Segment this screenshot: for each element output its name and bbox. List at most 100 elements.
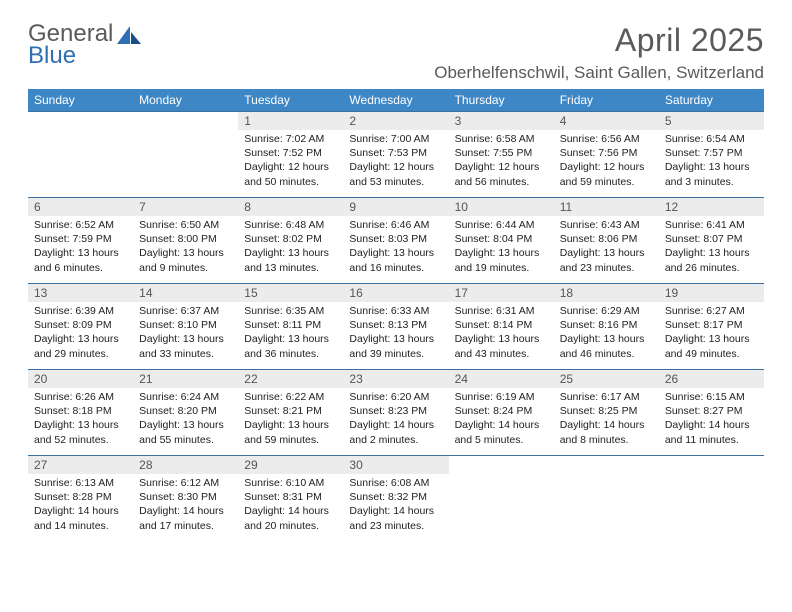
logo: General Blue	[28, 22, 143, 68]
calendar-cell: 17Sunrise: 6:31 AMSunset: 8:14 PMDayligh…	[449, 284, 554, 370]
day-details: Sunrise: 6:29 AMSunset: 8:16 PMDaylight:…	[554, 302, 659, 365]
day-details: Sunrise: 7:02 AMSunset: 7:52 PMDaylight:…	[238, 130, 343, 193]
sunrise-text: Sunrise: 6:43 AM	[560, 218, 653, 232]
sunset-text: Sunset: 8:31 PM	[244, 490, 337, 504]
calendar-cell: 25Sunrise: 6:17 AMSunset: 8:25 PMDayligh…	[554, 370, 659, 456]
daylight-text: Daylight: 13 hours and 9 minutes.	[139, 246, 232, 274]
sunrise-text: Sunrise: 6:08 AM	[349, 476, 442, 490]
sunset-text: Sunset: 8:02 PM	[244, 232, 337, 246]
daylight-text: Daylight: 13 hours and 26 minutes.	[665, 246, 758, 274]
logo-text-block: General Blue	[28, 22, 113, 68]
day-number: 16	[343, 284, 448, 302]
calendar-cell	[449, 456, 554, 542]
logo-word-blue: Blue	[28, 44, 113, 68]
calendar-cell: 6Sunrise: 6:52 AMSunset: 7:59 PMDaylight…	[28, 198, 133, 284]
title-block: April 2025 Oberhelfenschwil, Saint Galle…	[434, 22, 764, 83]
calendar-cell: 28Sunrise: 6:12 AMSunset: 8:30 PMDayligh…	[133, 456, 238, 542]
calendar-cell: 23Sunrise: 6:20 AMSunset: 8:23 PMDayligh…	[343, 370, 448, 456]
sunrise-text: Sunrise: 6:33 AM	[349, 304, 442, 318]
page-container: General Blue April 2025 Oberhelfenschwil…	[0, 0, 792, 552]
calendar-row: 1Sunrise: 7:02 AMSunset: 7:52 PMDaylight…	[28, 112, 764, 198]
sunrise-text: Sunrise: 6:29 AM	[560, 304, 653, 318]
day-details: Sunrise: 6:37 AMSunset: 8:10 PMDaylight:…	[133, 302, 238, 365]
day-number: 20	[28, 370, 133, 388]
day-details: Sunrise: 6:15 AMSunset: 8:27 PMDaylight:…	[659, 388, 764, 451]
sunrise-text: Sunrise: 6:37 AM	[139, 304, 232, 318]
sunrise-text: Sunrise: 6:24 AM	[139, 390, 232, 404]
day-number: 30	[343, 456, 448, 474]
day-details: Sunrise: 6:33 AMSunset: 8:13 PMDaylight:…	[343, 302, 448, 365]
sunset-text: Sunset: 8:07 PM	[665, 232, 758, 246]
sunset-text: Sunset: 8:13 PM	[349, 318, 442, 332]
calendar-cell: 5Sunrise: 6:54 AMSunset: 7:57 PMDaylight…	[659, 112, 764, 198]
daylight-text: Daylight: 14 hours and 5 minutes.	[455, 418, 548, 446]
daylight-text: Daylight: 14 hours and 17 minutes.	[139, 504, 232, 532]
day-details: Sunrise: 6:10 AMSunset: 8:31 PMDaylight:…	[238, 474, 343, 537]
calendar-cell: 15Sunrise: 6:35 AMSunset: 8:11 PMDayligh…	[238, 284, 343, 370]
sunset-text: Sunset: 8:18 PM	[34, 404, 127, 418]
month-title: April 2025	[434, 22, 764, 59]
day-number: 11	[554, 198, 659, 216]
sail-icon	[117, 26, 143, 46]
sunrise-text: Sunrise: 6:41 AM	[665, 218, 758, 232]
day-details: Sunrise: 6:43 AMSunset: 8:06 PMDaylight:…	[554, 216, 659, 279]
day-number: 2	[343, 112, 448, 130]
sunset-text: Sunset: 8:24 PM	[455, 404, 548, 418]
sunrise-text: Sunrise: 6:48 AM	[244, 218, 337, 232]
daylight-text: Daylight: 13 hours and 59 minutes.	[244, 418, 337, 446]
sunrise-text: Sunrise: 6:10 AM	[244, 476, 337, 490]
sunset-text: Sunset: 8:23 PM	[349, 404, 442, 418]
day-header: Thursday	[449, 89, 554, 112]
day-number: 27	[28, 456, 133, 474]
location-text: Oberhelfenschwil, Saint Gallen, Switzerl…	[434, 63, 764, 83]
sunset-text: Sunset: 7:55 PM	[455, 146, 548, 160]
day-details: Sunrise: 7:00 AMSunset: 7:53 PMDaylight:…	[343, 130, 448, 193]
day-details: Sunrise: 6:39 AMSunset: 8:09 PMDaylight:…	[28, 302, 133, 365]
calendar-cell: 30Sunrise: 6:08 AMSunset: 8:32 PMDayligh…	[343, 456, 448, 542]
day-number: 7	[133, 198, 238, 216]
day-number: 6	[28, 198, 133, 216]
sunrise-text: Sunrise: 6:22 AM	[244, 390, 337, 404]
calendar-cell: 13Sunrise: 6:39 AMSunset: 8:09 PMDayligh…	[28, 284, 133, 370]
calendar-cell: 24Sunrise: 6:19 AMSunset: 8:24 PMDayligh…	[449, 370, 554, 456]
daylight-text: Daylight: 13 hours and 46 minutes.	[560, 332, 653, 360]
daylight-text: Daylight: 14 hours and 8 minutes.	[560, 418, 653, 446]
day-details: Sunrise: 6:08 AMSunset: 8:32 PMDaylight:…	[343, 474, 448, 537]
calendar-cell: 7Sunrise: 6:50 AMSunset: 8:00 PMDaylight…	[133, 198, 238, 284]
day-number: 25	[554, 370, 659, 388]
day-details: Sunrise: 6:41 AMSunset: 8:07 PMDaylight:…	[659, 216, 764, 279]
calendar-cell: 18Sunrise: 6:29 AMSunset: 8:16 PMDayligh…	[554, 284, 659, 370]
sunset-text: Sunset: 8:21 PM	[244, 404, 337, 418]
daylight-text: Daylight: 13 hours and 16 minutes.	[349, 246, 442, 274]
day-number: 18	[554, 284, 659, 302]
daylight-text: Daylight: 14 hours and 20 minutes.	[244, 504, 337, 532]
daylight-text: Daylight: 12 hours and 53 minutes.	[349, 160, 442, 188]
day-header: Monday	[133, 89, 238, 112]
sunset-text: Sunset: 8:10 PM	[139, 318, 232, 332]
day-details: Sunrise: 6:17 AMSunset: 8:25 PMDaylight:…	[554, 388, 659, 451]
daylight-text: Daylight: 13 hours and 52 minutes.	[34, 418, 127, 446]
calendar-cell: 20Sunrise: 6:26 AMSunset: 8:18 PMDayligh…	[28, 370, 133, 456]
calendar-table: SundayMondayTuesdayWednesdayThursdayFrid…	[28, 89, 764, 542]
day-details: Sunrise: 6:46 AMSunset: 8:03 PMDaylight:…	[343, 216, 448, 279]
day-number: 29	[238, 456, 343, 474]
sunrise-text: Sunrise: 6:44 AM	[455, 218, 548, 232]
sunset-text: Sunset: 8:30 PM	[139, 490, 232, 504]
day-details: Sunrise: 6:19 AMSunset: 8:24 PMDaylight:…	[449, 388, 554, 451]
sunrise-text: Sunrise: 7:00 AM	[349, 132, 442, 146]
day-header: Saturday	[659, 89, 764, 112]
day-details: Sunrise: 6:31 AMSunset: 8:14 PMDaylight:…	[449, 302, 554, 365]
sunset-text: Sunset: 7:53 PM	[349, 146, 442, 160]
sunrise-text: Sunrise: 6:15 AM	[665, 390, 758, 404]
daylight-text: Daylight: 12 hours and 59 minutes.	[560, 160, 653, 188]
day-number: 17	[449, 284, 554, 302]
day-details: Sunrise: 6:44 AMSunset: 8:04 PMDaylight:…	[449, 216, 554, 279]
day-number: 21	[133, 370, 238, 388]
sunset-text: Sunset: 8:03 PM	[349, 232, 442, 246]
daylight-text: Daylight: 13 hours and 55 minutes.	[139, 418, 232, 446]
daylight-text: Daylight: 13 hours and 13 minutes.	[244, 246, 337, 274]
day-number: 12	[659, 198, 764, 216]
day-details: Sunrise: 6:13 AMSunset: 8:28 PMDaylight:…	[28, 474, 133, 537]
day-number: 22	[238, 370, 343, 388]
sunrise-text: Sunrise: 6:31 AM	[455, 304, 548, 318]
